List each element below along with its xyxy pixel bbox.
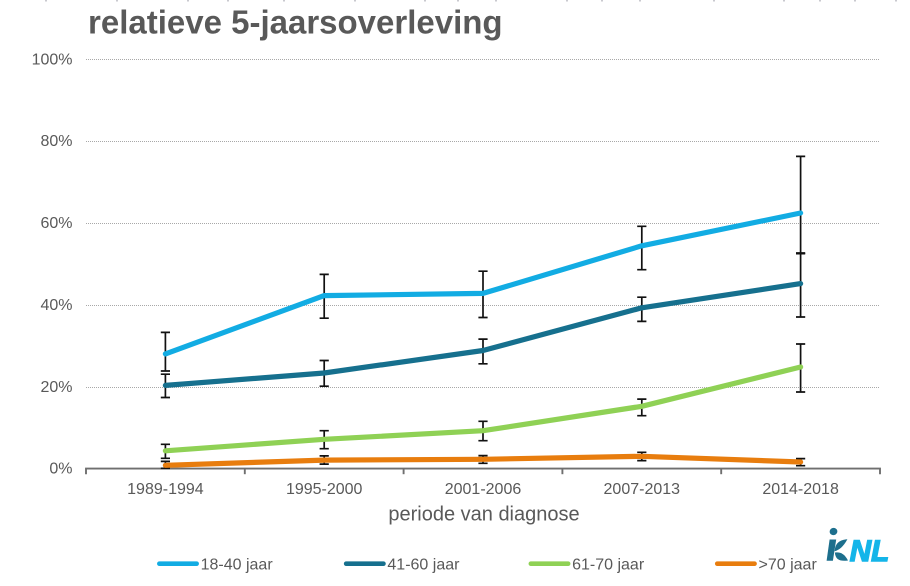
svg-text:periode van diagnose: periode van diagnose [388, 504, 579, 526]
svg-text:0%: 0% [49, 461, 72, 478]
svg-text:61-70 jaar: 61-70 jaar [572, 557, 645, 574]
svg-text:1989-1994: 1989-1994 [127, 481, 204, 498]
svg-text:1995-2000: 1995-2000 [286, 481, 363, 498]
svg-text:20%: 20% [40, 379, 72, 396]
svg-text:18-40 jaar: 18-40 jaar [201, 557, 274, 574]
svg-text:40%: 40% [40, 297, 72, 314]
svg-text:relatieve 5-jaarsoverleving: relatieve 5-jaarsoverleving [88, 4, 503, 41]
svg-text:2001-2006: 2001-2006 [445, 481, 522, 498]
svg-text:100%: 100% [32, 51, 73, 68]
svg-text:80%: 80% [40, 133, 72, 150]
svg-text:NL: NL [850, 535, 889, 568]
svg-text:>70 jaar: >70 jaar [759, 557, 818, 574]
svg-text:41-60 jaar: 41-60 jaar [387, 557, 460, 574]
svg-text:2007-2013: 2007-2013 [604, 481, 681, 498]
svg-text:2014-2018: 2014-2018 [762, 481, 839, 498]
svg-text:60%: 60% [40, 215, 72, 232]
